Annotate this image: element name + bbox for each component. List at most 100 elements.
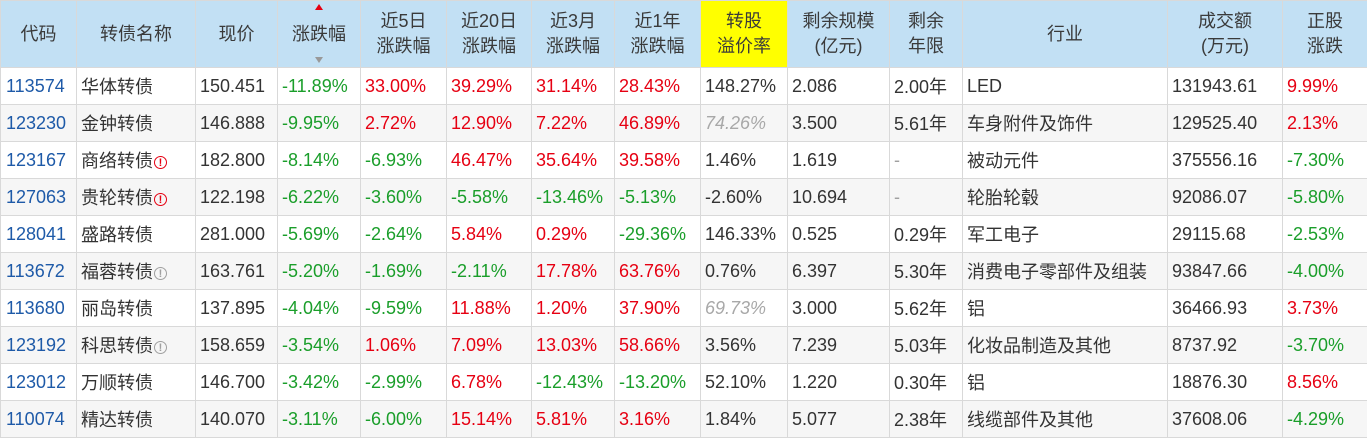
cell-code[interactable]: 113680: [0, 289, 77, 327]
column-header-premium[interactable]: 转股 溢价率: [700, 0, 788, 68]
column-header-scale[interactable]: 剩余规模 (亿元): [787, 0, 890, 68]
cell-code[interactable]: 113574: [0, 67, 77, 105]
table-row[interactable]: 123230 金钟转债 146.888 -9.95% 2.72% 12.90% 7.22% 4…: [0, 104, 1367, 142]
cell-chg5d: -6.93%: [360, 141, 447, 179]
cell-chg3m: -12.43%: [531, 363, 615, 401]
table-row[interactable]: 110074 精达转债 140.070 -3.11% -6.00% 15.14% 5.81%…: [0, 400, 1367, 438]
table-row[interactable]: 123192 科思转债! 158.659 -3.54% 1.06% 7.09% 13.03%…: [0, 326, 1367, 364]
column-header-label: 代码: [20, 23, 57, 44]
bond-name[interactable]: 商络转债: [81, 151, 153, 171]
table-row[interactable]: 113672 福蓉转债! 163.761 -5.20% -1.69% -2.11% 17.7…: [0, 252, 1367, 290]
sort-desc-arrow-icon[interactable]: [315, 57, 323, 63]
cell-industry: 铝: [962, 289, 1168, 327]
cell-chg5d: 2.72%: [360, 104, 447, 142]
column-header-sublabel: (亿元): [814, 36, 863, 56]
bond-name[interactable]: 盛路转债: [81, 225, 153, 245]
cell-code[interactable]: 123230: [0, 104, 77, 142]
cell-price: 150.451: [195, 67, 278, 105]
cell-code[interactable]: 123167: [0, 141, 77, 179]
cell-stock_chg: -2.53%: [1282, 215, 1367, 253]
cell-scale: 3.000: [787, 289, 890, 327]
cell-chg: -3.54%: [277, 326, 361, 364]
column-header-chg1y[interactable]: 近1年 涨跌幅: [614, 0, 701, 68]
cell-volume: 129525.40: [1167, 104, 1283, 142]
cell-scale: 3.500: [787, 104, 890, 142]
column-header-chg3m[interactable]: 近3月 涨跌幅: [531, 0, 615, 68]
cell-stock_chg: -4.29%: [1282, 400, 1367, 438]
cell-chg20d: -5.58%: [446, 178, 532, 216]
cell-years: 5.62年: [889, 289, 963, 327]
column-header-industry[interactable]: 行业: [962, 0, 1168, 68]
column-header-price[interactable]: 现价: [195, 0, 278, 68]
table-row[interactable]: 113574 华体转债 150.451 -11.89% 33.00% 39.29% 31.1…: [0, 67, 1367, 105]
table-row[interactable]: 128041 盛路转债 281.000 -5.69% -2.64% 5.84% 0.29% -…: [0, 215, 1367, 253]
column-header-years[interactable]: 剩余 年限: [889, 0, 963, 68]
cell-chg5d: -2.64%: [360, 215, 447, 253]
cell-name[interactable]: 商络转债!: [76, 141, 196, 179]
cell-scale: 6.397: [787, 252, 890, 290]
bond-name[interactable]: 贵轮转债: [81, 188, 153, 208]
cell-scale: 7.239: [787, 326, 890, 364]
cell-chg3m: -13.46%: [531, 178, 615, 216]
table-row[interactable]: 123012 万顺转债 146.700 -3.42% -2.99% 6.78% -12.43…: [0, 363, 1367, 401]
warning-icon[interactable]: !: [154, 193, 167, 206]
cell-name[interactable]: 福蓉转债!: [76, 252, 196, 290]
cell-chg: -11.89%: [277, 67, 361, 105]
cell-years: 2.38年: [889, 400, 963, 438]
sort-asc-arrow-icon[interactable]: [315, 4, 323, 10]
column-header-code[interactable]: 代码: [0, 0, 77, 68]
cell-code[interactable]: 127063: [0, 178, 77, 216]
cell-code[interactable]: 113672: [0, 252, 77, 290]
cell-name[interactable]: 盛路转债: [76, 215, 196, 253]
cell-years: -: [889, 178, 963, 216]
cell-name[interactable]: 科思转债!: [76, 326, 196, 364]
cell-code[interactable]: 123192: [0, 326, 77, 364]
column-header-stock_chg[interactable]: 正股 涨跌: [1282, 0, 1367, 68]
info-icon[interactable]: !: [154, 267, 167, 280]
cell-chg3m: 7.22%: [531, 104, 615, 142]
cell-chg5d: -6.00%: [360, 400, 447, 438]
column-header-chg20d[interactable]: 近20日 涨跌幅: [446, 0, 532, 68]
column-header-name[interactable]: 转债名称: [76, 0, 196, 68]
bond-name[interactable]: 科思转债: [81, 336, 153, 356]
bond-name[interactable]: 金钟转债: [81, 114, 153, 134]
cell-chg20d: 7.09%: [446, 326, 532, 364]
table-header: 代码 转债名称 现价 涨跌幅 近5日 涨跌幅 近20日 涨跌幅 近3月 涨跌幅 近1年 涨跌幅 转股 溢价…: [0, 0, 1367, 68]
header-row: 代码 转债名称 现价 涨跌幅 近5日 涨跌幅 近20日 涨跌幅 近3月 涨跌幅 近1年 涨跌幅 转股 溢价…: [0, 0, 1367, 68]
cell-name[interactable]: 华体转债: [76, 67, 196, 105]
cell-name[interactable]: 金钟转债: [76, 104, 196, 142]
info-icon[interactable]: !: [154, 341, 167, 354]
cell-scale: 1.619: [787, 141, 890, 179]
cell-volume: 92086.07: [1167, 178, 1283, 216]
bond-name[interactable]: 福蓉转债: [81, 262, 153, 282]
warning-icon[interactable]: !: [154, 156, 167, 169]
cell-chg: -4.04%: [277, 289, 361, 327]
cell-code[interactable]: 128041: [0, 215, 77, 253]
bond-name[interactable]: 万顺转债: [81, 373, 153, 393]
cell-price: 158.659: [195, 326, 278, 364]
cell-chg1y: 46.89%: [614, 104, 701, 142]
column-header-label: 成交额: [1198, 11, 1252, 31]
column-header-label: 近1年: [634, 11, 681, 31]
cell-name[interactable]: 万顺转债: [76, 363, 196, 401]
cell-price: 146.700: [195, 363, 278, 401]
table-row[interactable]: 123167 商络转债! 182.800 -8.14% -6.93% 46.47% 35.6…: [0, 141, 1367, 179]
cell-name[interactable]: 贵轮转债!: [76, 178, 196, 216]
cell-volume: 36466.93: [1167, 289, 1283, 327]
column-header-chg[interactable]: 涨跌幅: [277, 0, 361, 68]
cell-code[interactable]: 110074: [0, 400, 77, 438]
cell-chg20d: 39.29%: [446, 67, 532, 105]
cell-code[interactable]: 123012: [0, 363, 77, 401]
cell-name[interactable]: 丽岛转债: [76, 289, 196, 327]
cell-premium: 69.73%: [700, 289, 788, 327]
table-row[interactable]: 113680 丽岛转债 137.895 -4.04% -9.59% 11.88% 1.20%…: [0, 289, 1367, 327]
cell-chg20d: -2.11%: [446, 252, 532, 290]
bond-name[interactable]: 华体转债: [81, 77, 153, 97]
table-row[interactable]: 127063 贵轮转债! 122.198 -6.22% -3.60% -5.58% -13.…: [0, 178, 1367, 216]
column-header-chg5d[interactable]: 近5日 涨跌幅: [360, 0, 447, 68]
column-header-volume[interactable]: 成交额 (万元): [1167, 0, 1283, 68]
bond-name[interactable]: 精达转债: [81, 410, 153, 430]
cell-name[interactable]: 精达转债: [76, 400, 196, 438]
bond-name[interactable]: 丽岛转债: [81, 299, 153, 319]
cell-chg3m: 35.64%: [531, 141, 615, 179]
